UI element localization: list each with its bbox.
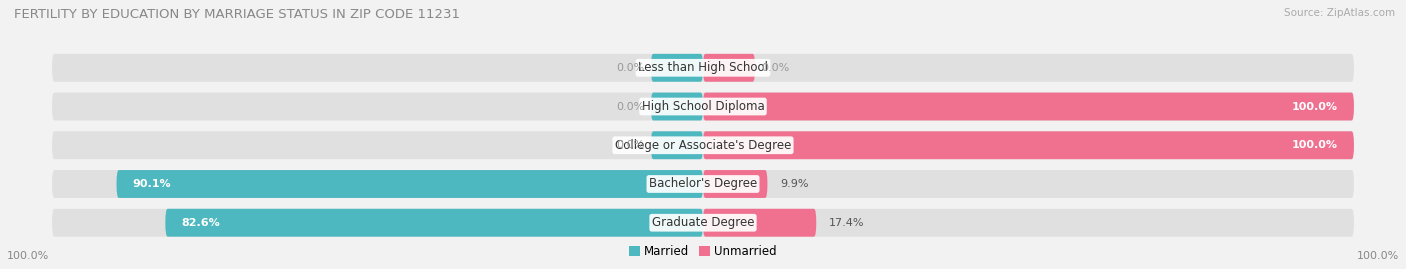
Text: 9.9%: 9.9% [780, 179, 808, 189]
Text: High School Diploma: High School Diploma [641, 100, 765, 113]
FancyBboxPatch shape [52, 209, 1354, 237]
Text: Source: ZipAtlas.com: Source: ZipAtlas.com [1284, 8, 1395, 18]
FancyBboxPatch shape [52, 93, 1354, 121]
FancyBboxPatch shape [117, 170, 703, 198]
FancyBboxPatch shape [52, 131, 1354, 159]
Text: 82.6%: 82.6% [181, 218, 221, 228]
Text: 100.0%: 100.0% [7, 250, 49, 261]
Text: Graduate Degree: Graduate Degree [652, 216, 754, 229]
Text: FERTILITY BY EDUCATION BY MARRIAGE STATUS IN ZIP CODE 11231: FERTILITY BY EDUCATION BY MARRIAGE STATU… [14, 8, 460, 21]
Text: 0.0%: 0.0% [616, 101, 644, 112]
FancyBboxPatch shape [166, 209, 703, 237]
FancyBboxPatch shape [703, 209, 817, 237]
Text: 0.0%: 0.0% [616, 140, 644, 150]
FancyBboxPatch shape [52, 54, 1354, 82]
FancyBboxPatch shape [703, 93, 1354, 121]
Legend: Married, Unmarried: Married, Unmarried [624, 241, 782, 263]
FancyBboxPatch shape [52, 170, 1354, 198]
Text: Less than High School: Less than High School [638, 61, 768, 74]
Text: 100.0%: 100.0% [1357, 250, 1399, 261]
FancyBboxPatch shape [703, 131, 1354, 159]
FancyBboxPatch shape [651, 54, 703, 82]
FancyBboxPatch shape [651, 131, 703, 159]
Text: 0.0%: 0.0% [762, 63, 790, 73]
Text: 17.4%: 17.4% [830, 218, 865, 228]
FancyBboxPatch shape [651, 93, 703, 121]
Text: Bachelor's Degree: Bachelor's Degree [650, 178, 756, 190]
FancyBboxPatch shape [703, 170, 768, 198]
Text: College or Associate's Degree: College or Associate's Degree [614, 139, 792, 152]
Text: 0.0%: 0.0% [616, 63, 644, 73]
Text: 100.0%: 100.0% [1292, 140, 1337, 150]
Text: 90.1%: 90.1% [132, 179, 172, 189]
Text: 100.0%: 100.0% [1292, 101, 1337, 112]
FancyBboxPatch shape [703, 54, 755, 82]
